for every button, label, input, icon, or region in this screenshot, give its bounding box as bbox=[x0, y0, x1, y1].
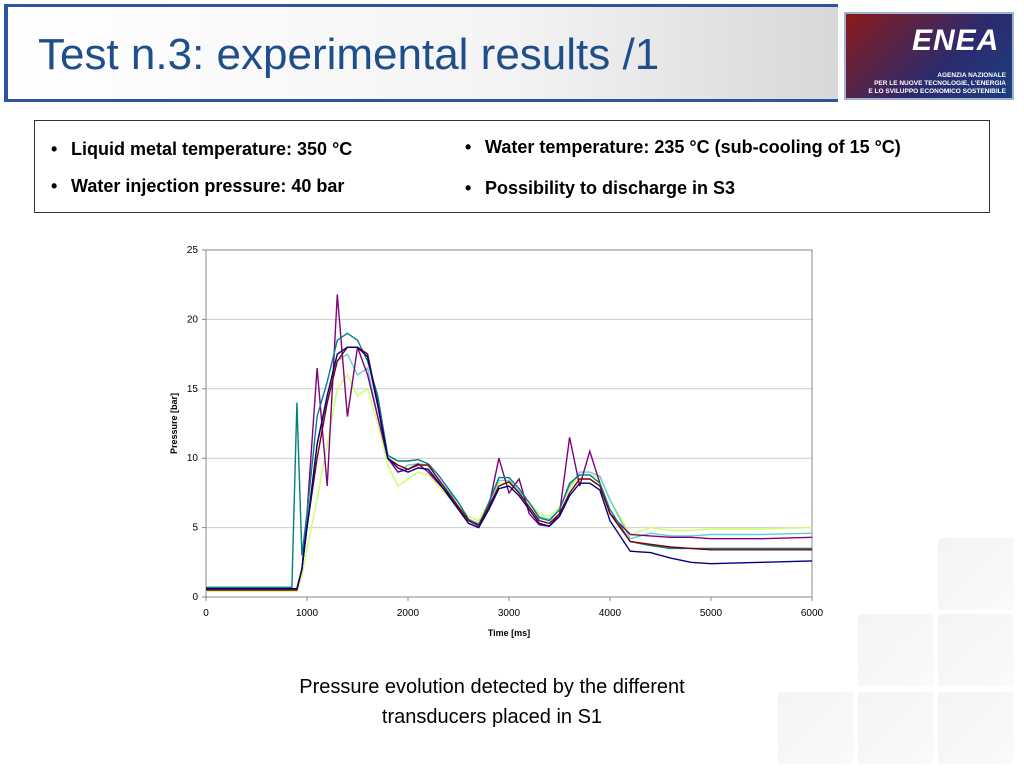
x-axis-label: Time [ms] bbox=[488, 628, 530, 638]
x-tick-label: 2000 bbox=[397, 608, 420, 619]
y-axis-label: Pressure [bar] bbox=[169, 393, 179, 454]
caption: transducers placed in S1 bbox=[381, 706, 603, 728]
slide-title: Test n.3: experimental results /1 bbox=[38, 30, 660, 79]
x-tick-label: 1000 bbox=[296, 608, 319, 619]
y-tick-label: 20 bbox=[187, 314, 199, 325]
series-line bbox=[206, 332, 812, 588]
bullet: Possibility to discharge in S3 bbox=[465, 178, 735, 199]
y-tick-label: 5 bbox=[192, 523, 198, 534]
deco bbox=[858, 692, 934, 764]
x-tick-label: 5000 bbox=[700, 608, 723, 619]
x-tick-label: 6000 bbox=[801, 608, 824, 619]
series-line bbox=[206, 346, 813, 590]
deco bbox=[938, 538, 1014, 610]
bullet: Liquid metal temperature: 350 °C bbox=[51, 139, 352, 160]
plot-frame bbox=[205, 249, 813, 598]
x-tick-label: 4000 bbox=[599, 608, 622, 619]
caption: Pressure evolution detected by the diffe… bbox=[299, 676, 685, 698]
y-tick-label: 0 bbox=[192, 592, 198, 603]
logo-line: PER LE NUOVE TECNOLOGIE, L'ENERGIA bbox=[874, 80, 1006, 87]
deco bbox=[938, 614, 1014, 686]
y-tick-label: 25 bbox=[187, 245, 199, 256]
logo-caption: AGENZIA NAZIONALE PER LE NUOVE TECNOLOGI… bbox=[868, 72, 1006, 96]
x-tick-label: 3000 bbox=[498, 608, 521, 619]
y-tick-label: 10 bbox=[187, 453, 199, 464]
bullet: Water injection pressure: 40 bar bbox=[51, 176, 344, 197]
deco bbox=[938, 692, 1014, 764]
y-tick-label: 15 bbox=[187, 384, 199, 395]
x-tick-label: 0 bbox=[203, 608, 209, 619]
logo-line: AGENZIA NAZIONALE bbox=[937, 72, 1006, 79]
series-line bbox=[206, 346, 812, 591]
logo-text: ENEA bbox=[912, 24, 1000, 57]
logo: ENEA AGENZIA NAZIONALE PER LE NUOVE TECN… bbox=[844, 12, 1014, 100]
logo-line: E LO SVILUPPO ECONOMICO SOSTENIBILE bbox=[868, 88, 1006, 95]
bullet-box: Liquid metal temperature: 350 °C Water i… bbox=[34, 120, 990, 213]
series-line bbox=[206, 294, 813, 590]
deco bbox=[858, 614, 934, 686]
header-band bbox=[4, 4, 838, 102]
deco bbox=[778, 692, 854, 764]
bullet: Water temperature: 235 °C (sub-cooling o… bbox=[465, 137, 901, 158]
